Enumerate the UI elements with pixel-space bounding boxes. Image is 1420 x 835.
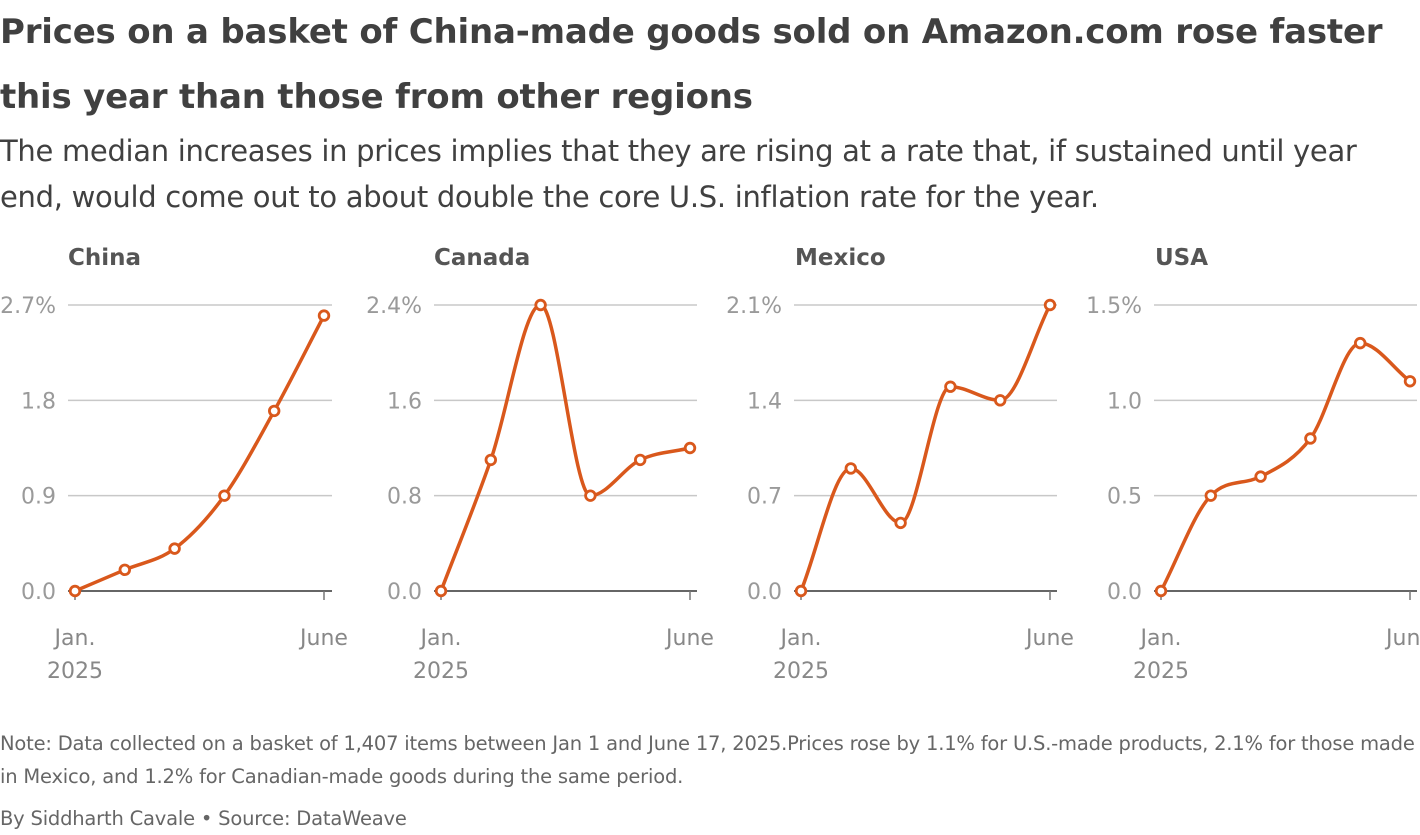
- data-point: [1403, 375, 1417, 388]
- x-tick-label-start: Jan.: [419, 626, 462, 651]
- y-tick-label: 0.5: [1107, 485, 1142, 510]
- x-tick-label-end: June: [1384, 626, 1420, 651]
- data-point: [268, 404, 281, 418]
- data-point: [1043, 298, 1057, 312]
- x-tick-label-end: June: [664, 626, 714, 651]
- data-point: [894, 516, 907, 530]
- y-tick-label: 2.4%: [366, 294, 422, 319]
- y-tick-label: 0.0: [21, 580, 56, 605]
- y-tick-label: 2.1%: [726, 294, 782, 319]
- x-tick-label-start: Jan.: [1139, 626, 1182, 651]
- y-tick-label: 0.7: [747, 485, 782, 510]
- data-point: [118, 563, 132, 577]
- panel-title-usa: USA: [1155, 245, 1208, 271]
- y-tick-label: 0.8: [387, 485, 422, 510]
- y-tick-label: 0.0: [747, 580, 782, 605]
- chart-title: Prices on a basket of China-made goods s…: [0, 12, 1383, 117]
- x-tick-label-year: 2025: [47, 659, 103, 684]
- y-tick-label: 1.4: [747, 389, 782, 414]
- data-point: [168, 542, 181, 555]
- panel-title-mexico: Mexico: [795, 245, 886, 271]
- data-point: [1353, 336, 1367, 350]
- y-tick-label: 0.0: [387, 580, 422, 605]
- data-point: [1204, 489, 1218, 502]
- data-point: [434, 584, 448, 598]
- series-line-usa: [1159, 341, 1412, 593]
- y-tick-label: 1.8: [21, 389, 56, 414]
- data-point: [584, 489, 597, 502]
- x-tick-label-end: June: [1024, 626, 1074, 651]
- y-tick-label: 1.6: [387, 389, 422, 414]
- data-point: [634, 453, 647, 467]
- data-point: [844, 462, 858, 475]
- x-tick-label-start: Jan.: [779, 626, 822, 651]
- data-point: [1154, 584, 1168, 598]
- y-tick-label: 1.5%: [1086, 294, 1142, 319]
- data-point: [534, 298, 547, 312]
- x-tick-label-year: 2025: [773, 659, 829, 684]
- data-point: [1254, 470, 1267, 483]
- x-tick-label-end: June: [298, 626, 348, 651]
- data-point: [944, 380, 957, 393]
- data-point: [1304, 432, 1317, 445]
- y-tick-label: 1.0: [1107, 389, 1142, 414]
- footnote: Note: Data collected on a basket of 1,40…: [0, 732, 1415, 788]
- panel-title-canada: Canada: [434, 245, 530, 271]
- y-tick-label: 0.0: [1107, 580, 1142, 605]
- small-multiples-line-charts: China 0.0 0.9 1.8 2.7% Jan. 2025 June Canada 0.0 0…: [0, 245, 1420, 684]
- panel-title-china: China: [68, 245, 141, 271]
- data-point: [218, 489, 231, 502]
- series-line-mexico: [799, 303, 1052, 593]
- data-point: [317, 309, 331, 322]
- x-tick-label-year: 2025: [413, 659, 469, 684]
- byline-source: By Siddharth Cavale • Source: DataWeave: [0, 807, 407, 830]
- x-tick-label-start: Jan.: [53, 626, 96, 651]
- series-line-canada: [439, 303, 692, 593]
- data-point: [794, 584, 808, 598]
- series-line-china: [73, 313, 326, 593]
- data-point: [994, 394, 1007, 407]
- x-tick-label-year: 2025: [1133, 659, 1189, 684]
- data-point: [683, 441, 697, 455]
- data-point: [484, 453, 498, 467]
- y-tick-label: 2.7%: [0, 294, 56, 319]
- chart-subtitle: The median increases in prices implies t…: [0, 134, 1357, 214]
- y-tick-label: 0.9: [21, 485, 56, 510]
- data-point: [68, 584, 82, 598]
